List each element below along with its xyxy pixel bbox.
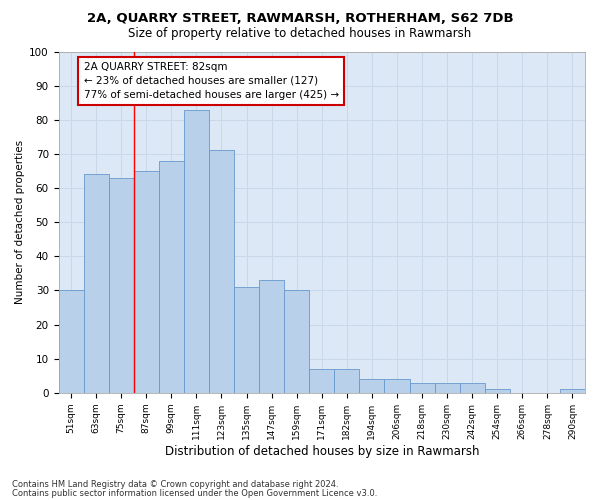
Bar: [209, 150, 234, 393]
Bar: [410, 382, 434, 393]
Bar: [560, 390, 585, 393]
Bar: [59, 290, 83, 393]
Bar: [134, 171, 159, 393]
Bar: [359, 379, 385, 393]
Bar: [159, 160, 184, 393]
Bar: [434, 382, 460, 393]
Bar: [83, 174, 109, 393]
Bar: [485, 390, 510, 393]
Bar: [284, 290, 309, 393]
Bar: [460, 382, 485, 393]
Y-axis label: Number of detached properties: Number of detached properties: [15, 140, 25, 304]
Bar: [309, 369, 334, 393]
Bar: [234, 287, 259, 393]
Text: Size of property relative to detached houses in Rawmarsh: Size of property relative to detached ho…: [128, 28, 472, 40]
X-axis label: Distribution of detached houses by size in Rawmarsh: Distribution of detached houses by size …: [164, 444, 479, 458]
Bar: [109, 178, 134, 393]
Bar: [184, 110, 209, 393]
Text: Contains public sector information licensed under the Open Government Licence v3: Contains public sector information licen…: [12, 489, 377, 498]
Text: 2A QUARRY STREET: 82sqm
← 23% of detached houses are smaller (127)
77% of semi-d: 2A QUARRY STREET: 82sqm ← 23% of detache…: [83, 62, 339, 100]
Text: 2A, QUARRY STREET, RAWMARSH, ROTHERHAM, S62 7DB: 2A, QUARRY STREET, RAWMARSH, ROTHERHAM, …: [86, 12, 514, 26]
Bar: [385, 379, 410, 393]
Bar: [259, 280, 284, 393]
Text: Contains HM Land Registry data © Crown copyright and database right 2024.: Contains HM Land Registry data © Crown c…: [12, 480, 338, 489]
Bar: [334, 369, 359, 393]
